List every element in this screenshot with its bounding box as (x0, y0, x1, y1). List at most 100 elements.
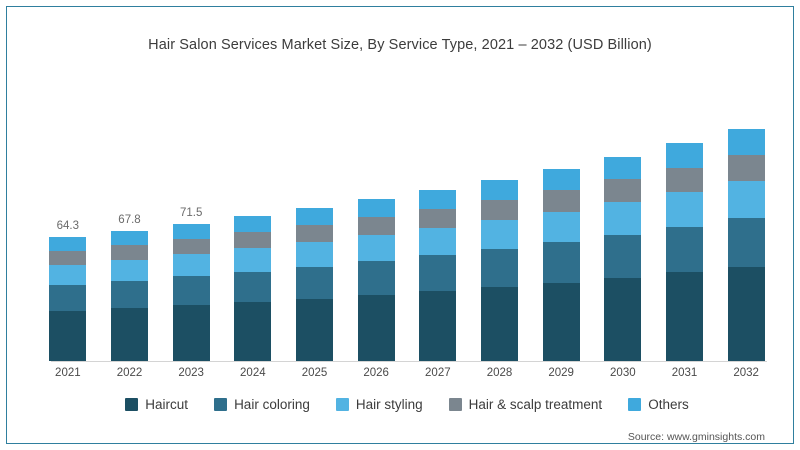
chart-legend: Haircut Hair coloring Hair styling Hair & s… (7, 397, 800, 412)
x-axis-labels: 2021 2022 2023 2024 2025 2026 2027 2028 2029 2030… (37, 367, 777, 385)
bar-stack[interactable] (296, 207, 333, 361)
bar-stack[interactable]: 67.8 (111, 214, 148, 361)
bar-segment[interactable] (49, 310, 87, 361)
bar-segment[interactable] (419, 209, 457, 229)
bar-segment[interactable] (111, 245, 148, 260)
bar-segment[interactable] (296, 242, 333, 267)
x-axis-tick-label: 2027 (425, 367, 451, 379)
bar-segment[interactable] (481, 220, 518, 250)
bar-segment[interactable] (666, 143, 703, 168)
legend-swatch-icon (448, 398, 462, 411)
bar-value-label: 71.5 (179, 206, 203, 219)
bar-segment[interactable] (481, 287, 518, 361)
bar-stack[interactable] (419, 190, 457, 361)
bar-segment[interactable] (234, 248, 272, 272)
bar-segment[interactable] (172, 305, 210, 361)
bar-segment[interactable] (234, 216, 272, 233)
bar-segment[interactable] (727, 154, 765, 181)
bar-segment[interactable] (604, 179, 642, 203)
bar-segment[interactable] (296, 298, 333, 361)
legend-label: Others (648, 397, 689, 412)
bar-segment[interactable] (172, 223, 210, 239)
bar-segment[interactable] (419, 255, 457, 292)
bar-segment[interactable] (727, 180, 765, 218)
bar-segment[interactable] (172, 276, 210, 306)
bar-segment[interactable] (542, 211, 580, 243)
bar-segment[interactable] (727, 266, 765, 361)
bar-segment[interactable] (604, 234, 642, 278)
legend-item[interactable]: Hair styling (335, 397, 423, 412)
bar-segment[interactable] (666, 272, 703, 361)
legend-label: Hair coloring (234, 397, 310, 412)
bar-segment[interactable] (481, 199, 518, 221)
bar-segment[interactable] (481, 249, 518, 288)
bar-stack[interactable] (234, 216, 272, 361)
legend-swatch-icon (125, 398, 139, 411)
source-note: Source: www.gminsights.com (627, 431, 765, 443)
legend-item[interactable]: Haircut (125, 397, 188, 412)
bar-segment[interactable] (604, 202, 642, 235)
bar-segment[interactable] (727, 129, 765, 155)
legend-item[interactable]: Hair & scalp treatment (448, 397, 603, 412)
x-axis-tick-label: 2028 (486, 367, 513, 379)
bar-segment[interactable] (666, 167, 703, 192)
bar-value-label: 64.3 (56, 220, 80, 233)
bar-segment[interactable] (604, 156, 642, 180)
legend-label: Haircut (145, 397, 189, 412)
x-axis-tick-label: 2021 (55, 367, 81, 379)
chart-frame: Hair Salon Services Market Size, By Serv… (6, 6, 794, 444)
legend-item[interactable]: Others (628, 397, 689, 412)
legend-item[interactable]: Hair coloring (214, 397, 310, 412)
chart-title: Hair Salon Services Market Size, By Serv… (148, 37, 652, 53)
bar-segment[interactable] (111, 259, 148, 281)
bar-stack[interactable] (481, 179, 518, 361)
bar-segment[interactable] (357, 261, 395, 296)
plot-area: 64.3 67.8 71.5 (37, 79, 777, 362)
legend-label: Hair & scalp treatment (468, 397, 603, 412)
bar-segment[interactable] (111, 280, 148, 308)
bar-stack[interactable] (666, 143, 703, 361)
x-axis-tick-label: 2022 (116, 367, 143, 379)
bar-segment[interactable] (419, 190, 457, 210)
bar-stack[interactable]: 64.3 (49, 220, 87, 361)
bar-segment[interactable] (357, 235, 395, 262)
bar-segment[interactable] (111, 307, 148, 361)
bar-segment[interactable] (49, 265, 87, 285)
x-axis-line (51, 361, 767, 362)
bar-segment[interactable] (666, 226, 703, 273)
bar-segment[interactable] (542, 242, 580, 283)
bar-segment[interactable] (111, 230, 148, 246)
legend-label: Hair styling (355, 397, 423, 412)
bar-segment[interactable] (49, 284, 87, 311)
bar-segment[interactable] (604, 277, 642, 361)
bar-segment[interactable] (49, 251, 87, 266)
bar-segment[interactable] (419, 291, 457, 361)
bar-segment[interactable] (49, 237, 87, 252)
bar-segment[interactable] (172, 254, 210, 277)
bar-segment[interactable] (727, 217, 765, 267)
bar-segment[interactable] (234, 271, 272, 302)
bar-segment[interactable] (172, 238, 210, 255)
bar-stack[interactable]: 71.5 (172, 207, 210, 361)
bar-segment[interactable] (234, 301, 272, 361)
bar-stack[interactable] (727, 129, 765, 361)
bar-segment[interactable] (357, 199, 395, 218)
bar-segment[interactable] (542, 190, 580, 212)
bar-segment[interactable] (296, 266, 333, 299)
legend-swatch-icon (628, 398, 642, 411)
bar-stack[interactable] (604, 156, 642, 361)
bar-segment[interactable] (481, 179, 518, 200)
bar-segment[interactable] (542, 168, 580, 191)
bar-segment[interactable] (357, 217, 395, 236)
bar-stack[interactable] (542, 168, 580, 361)
bar-segment[interactable] (419, 228, 457, 256)
bar-segment[interactable] (542, 282, 580, 361)
bar-segment[interactable] (234, 232, 272, 249)
x-axis-tick-label: 2031 (671, 367, 698, 379)
bar-segment[interactable] (296, 225, 333, 243)
x-axis-tick-label: 2023 (178, 367, 204, 379)
bar-stack[interactable] (357, 199, 395, 361)
bar-segment[interactable] (296, 207, 333, 226)
bar-segment[interactable] (357, 295, 395, 361)
bar-segment[interactable] (666, 191, 703, 227)
